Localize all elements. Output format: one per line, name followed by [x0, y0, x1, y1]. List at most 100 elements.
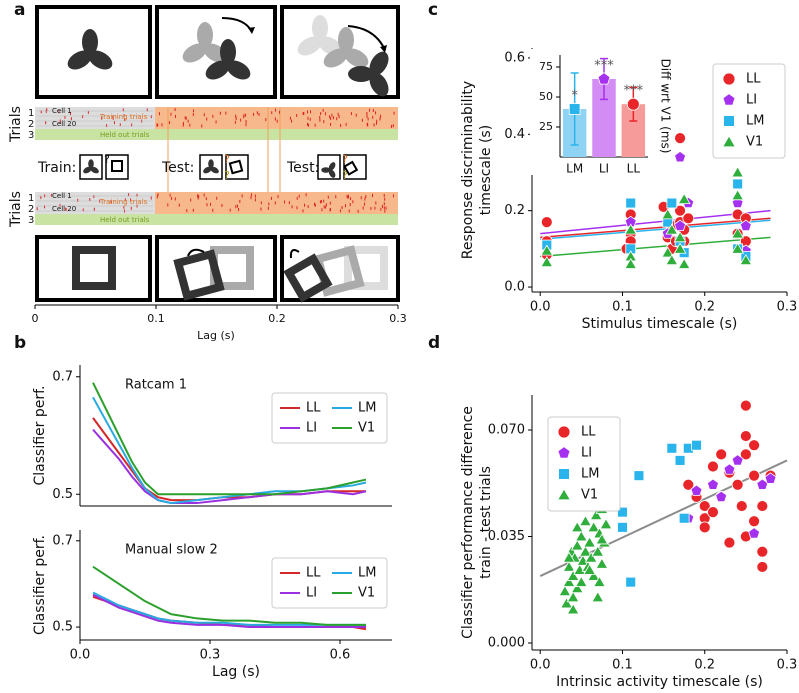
marker — [715, 490, 728, 503]
x-tick-label: LM — [566, 162, 583, 176]
legend — [712, 63, 786, 159]
test-label: Test: — [286, 160, 319, 176]
line — [92, 382, 367, 496]
y-axis-label: timescale (s) — [478, 125, 494, 215]
fit-line — [540, 219, 771, 241]
frame — [35, 5, 152, 99]
bar — [621, 104, 646, 157]
marker — [595, 533, 609, 545]
marker — [748, 469, 760, 482]
marker — [625, 576, 637, 588]
legend-swatch — [722, 93, 736, 106]
legend-label: LM — [746, 114, 764, 129]
marker — [579, 545, 592, 557]
marker — [707, 478, 719, 490]
lag-tick-label: 0.1 — [147, 312, 165, 325]
y-axis-label: Diff wrt V1 (ms) — [659, 59, 673, 154]
shape — [344, 246, 388, 290]
legend-label: V1 — [746, 135, 763, 150]
icon-box — [225, 154, 249, 180]
marker — [624, 223, 638, 235]
marker — [558, 584, 572, 597]
x-tick-label: LI — [599, 162, 609, 176]
marker — [591, 591, 605, 603]
annotation: Manual slow 2 — [125, 543, 218, 558]
marker — [731, 478, 744, 491]
marker — [560, 597, 573, 609]
marker — [617, 522, 628, 533]
y-tick-label: 0.070 — [488, 422, 525, 437]
marker — [748, 515, 760, 528]
marker — [584, 551, 598, 563]
trials-label: Trials — [8, 106, 24, 143]
marker — [574, 530, 588, 542]
x-axis-label: Lag (s) — [212, 664, 260, 680]
x-tick-label: 0.3 — [200, 648, 221, 663]
y-tick-label: 0.5 — [52, 620, 73, 635]
question-mark: ? — [224, 169, 230, 182]
marker — [566, 591, 580, 603]
y-tick-label: 75 — [539, 60, 553, 73]
marker — [626, 97, 640, 111]
legend-label: LI — [581, 446, 592, 461]
marker — [739, 448, 752, 461]
icon-shape — [82, 159, 100, 175]
cell-box — [35, 107, 155, 129]
fit-line — [539, 459, 788, 577]
marker — [678, 512, 690, 524]
line — [92, 428, 367, 505]
x-tick-label: 0.3 — [777, 658, 798, 673]
marker — [690, 484, 703, 496]
annotation: Ratcam 1 — [125, 378, 187, 393]
lag-tick-label: 0.2 — [268, 312, 286, 325]
marker — [562, 551, 576, 563]
trial-number: 3 — [28, 215, 34, 226]
marker — [723, 536, 736, 549]
marker — [540, 244, 554, 256]
marker — [723, 463, 736, 475]
marker — [562, 560, 576, 572]
legend — [547, 416, 621, 512]
marker — [673, 231, 687, 243]
marker — [673, 242, 687, 254]
x-tick-label: LL — [627, 162, 641, 176]
shape — [173, 249, 225, 301]
marker — [677, 257, 691, 269]
y-axis-label: Classifier perf. — [32, 386, 48, 486]
marker — [732, 178, 743, 190]
marker — [583, 536, 596, 548]
trial-number: 2 — [28, 119, 34, 130]
x-tick-label: 0.1 — [612, 300, 633, 315]
marker — [731, 454, 744, 466]
legend-label: LI — [746, 93, 757, 108]
marker — [756, 500, 769, 512]
held-out-band — [35, 214, 398, 225]
y-axis-label: Response discriminability — [460, 81, 476, 259]
marker — [568, 103, 581, 115]
marker — [731, 227, 745, 239]
x-tick-label: 0.6 — [330, 648, 351, 663]
arrowhead — [248, 27, 255, 34]
marker — [698, 521, 711, 534]
marker — [731, 166, 745, 178]
held-out-band — [35, 129, 398, 140]
icon-square — [228, 159, 244, 175]
marker — [625, 197, 637, 209]
x-tick-label: 0.0 — [530, 658, 551, 673]
marker — [682, 212, 695, 225]
legend-label: LM — [358, 401, 376, 416]
marker — [674, 132, 686, 145]
trial-number: 1 — [28, 108, 34, 119]
legend-swatch — [557, 488, 571, 501]
marker — [591, 545, 605, 557]
icons — [79, 154, 367, 180]
icon-square — [343, 160, 359, 176]
marker — [666, 442, 678, 454]
question-mark: ? — [342, 169, 348, 182]
marker — [665, 223, 679, 235]
marker — [674, 150, 687, 163]
marker — [661, 246, 675, 258]
marker — [677, 192, 691, 205]
marker — [624, 257, 638, 269]
